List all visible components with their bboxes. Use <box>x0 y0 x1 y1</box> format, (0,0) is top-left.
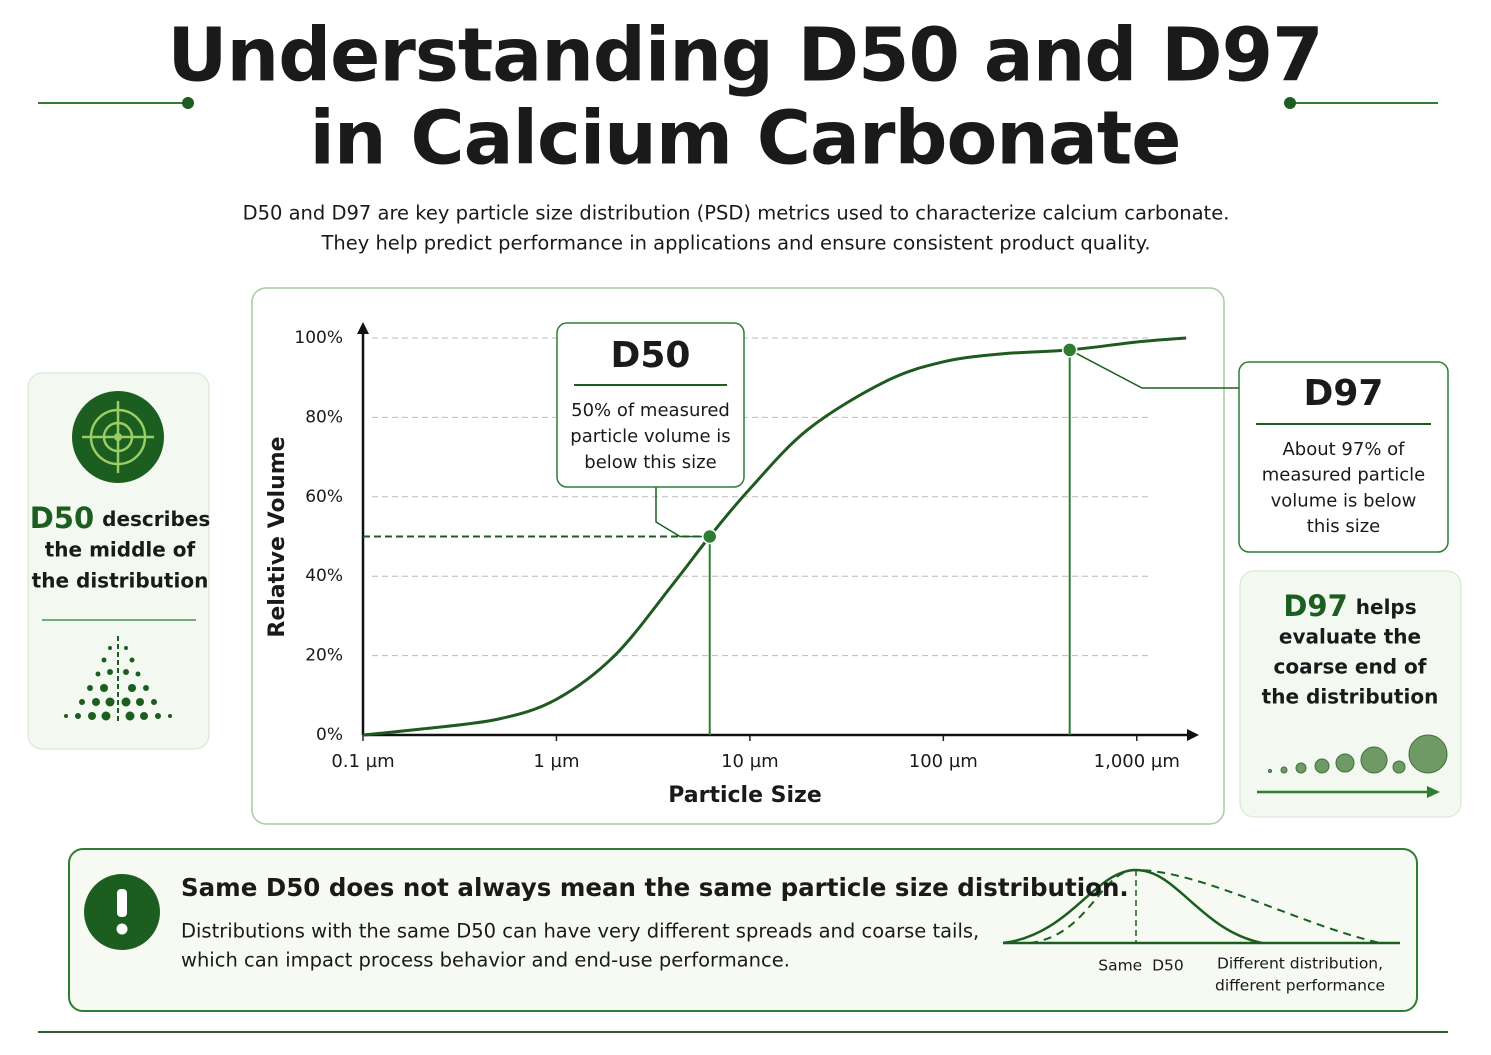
connector <box>1069 349 1239 389</box>
warning-icon <box>117 889 127 917</box>
dot <box>125 711 135 721</box>
y-axis-label: Relative Volume <box>265 436 290 637</box>
y-tick-label: 100% <box>294 328 343 348</box>
x-tick-label: 1,000 µm <box>1094 751 1180 772</box>
y-tick-label: 20% <box>305 646 343 666</box>
card-text: evaluate the <box>1279 625 1421 649</box>
dot <box>129 657 135 663</box>
dot <box>168 714 172 718</box>
dot <box>107 669 113 675</box>
note-title: Same D50 does not always mean the same p… <box>181 873 1129 902</box>
description: They help predict performance in applica… <box>320 232 1150 255</box>
axis-arrow <box>357 322 369 334</box>
title: in Calcium Carbonate <box>310 96 1181 182</box>
dot <box>151 699 157 705</box>
dot <box>92 698 100 706</box>
note-body: which can impact process behavior and en… <box>181 949 790 972</box>
dot <box>143 685 149 691</box>
x-tick-label: 0.1 µm <box>331 751 394 772</box>
connector <box>655 487 710 538</box>
note-card <box>68 848 1418 1012</box>
dot <box>121 697 131 707</box>
callout-text: particle volume is <box>570 426 730 447</box>
dot <box>64 714 68 718</box>
x-axis-label: Particle Size <box>668 783 822 808</box>
dot <box>79 699 85 705</box>
decor-dot <box>1284 97 1296 109</box>
diagram-caption: different performance <box>1215 977 1385 995</box>
card-text: the distribution <box>1262 685 1439 709</box>
dot <box>95 671 101 677</box>
y-tick-label: 0% <box>316 725 343 745</box>
curve <box>362 336 1187 737</box>
card-highlight: D50 <box>30 501 94 535</box>
side-card <box>27 372 210 750</box>
title: Understanding D50 and D97 <box>167 13 1322 99</box>
size-circles <box>1268 734 1448 774</box>
card-text: helps <box>1356 595 1417 619</box>
arrow-head <box>1427 786 1440 798</box>
dot <box>155 713 161 719</box>
callout-text: volume is below <box>1271 490 1417 511</box>
warning-icon <box>116 923 128 935</box>
dot <box>75 713 81 719</box>
dot <box>123 669 129 675</box>
dot <box>140 712 148 720</box>
y-tick-label: 60% <box>305 487 343 507</box>
dot <box>136 698 144 706</box>
dot <box>101 657 107 663</box>
target-icon <box>72 391 164 483</box>
card-text: coarse end of <box>1274 655 1427 679</box>
dot <box>101 711 111 721</box>
chart-card <box>251 287 1225 825</box>
callout-text: About 97% of <box>1282 439 1405 460</box>
callout-text: below this size <box>584 452 716 473</box>
dot <box>128 684 136 692</box>
dot-pyramid <box>64 636 172 722</box>
diagram-label: Same D50 <box>1098 957 1184 975</box>
callout-title: D97 <box>1304 373 1384 414</box>
x-tick-label: 10 µm <box>721 751 779 772</box>
callout-box <box>1238 361 1449 553</box>
callout-text: measured particle <box>1262 465 1426 486</box>
axis-arrow <box>1187 729 1199 741</box>
x-tick-label: 100 µm <box>909 751 978 772</box>
side-card <box>1239 570 1462 818</box>
callout-title: D50 <box>611 335 691 376</box>
card-text: D50 describes <box>30 501 211 535</box>
decor-dot <box>182 97 194 109</box>
dot <box>135 671 141 677</box>
marker <box>1061 342 1078 358</box>
dot <box>124 646 128 650</box>
callout-text: this size <box>1307 516 1380 537</box>
dot <box>105 697 115 707</box>
description: D50 and D97 are key particle size distri… <box>243 202 1230 225</box>
card-text: the middle of <box>45 538 196 562</box>
dot <box>100 684 108 692</box>
card-text: D97 helps <box>1283 589 1416 623</box>
y-tick-label: 80% <box>305 407 343 427</box>
dot <box>87 685 93 691</box>
callout-box <box>556 322 745 488</box>
card-text: the distribution <box>32 569 209 593</box>
y-tick-label: 40% <box>305 566 343 586</box>
dot <box>108 646 112 650</box>
card-highlight: D97 <box>1283 589 1347 623</box>
callout-text: 50% of measured <box>571 400 730 421</box>
diagram-caption: Different distribution, <box>1217 955 1383 973</box>
card-text: describes <box>102 507 210 531</box>
x-tick-label: 1 µm <box>533 751 579 772</box>
note-body: Distributions with the same D50 can have… <box>181 920 979 943</box>
mini-diagram <box>1002 868 1400 945</box>
marker <box>701 528 718 545</box>
dot <box>88 712 96 720</box>
